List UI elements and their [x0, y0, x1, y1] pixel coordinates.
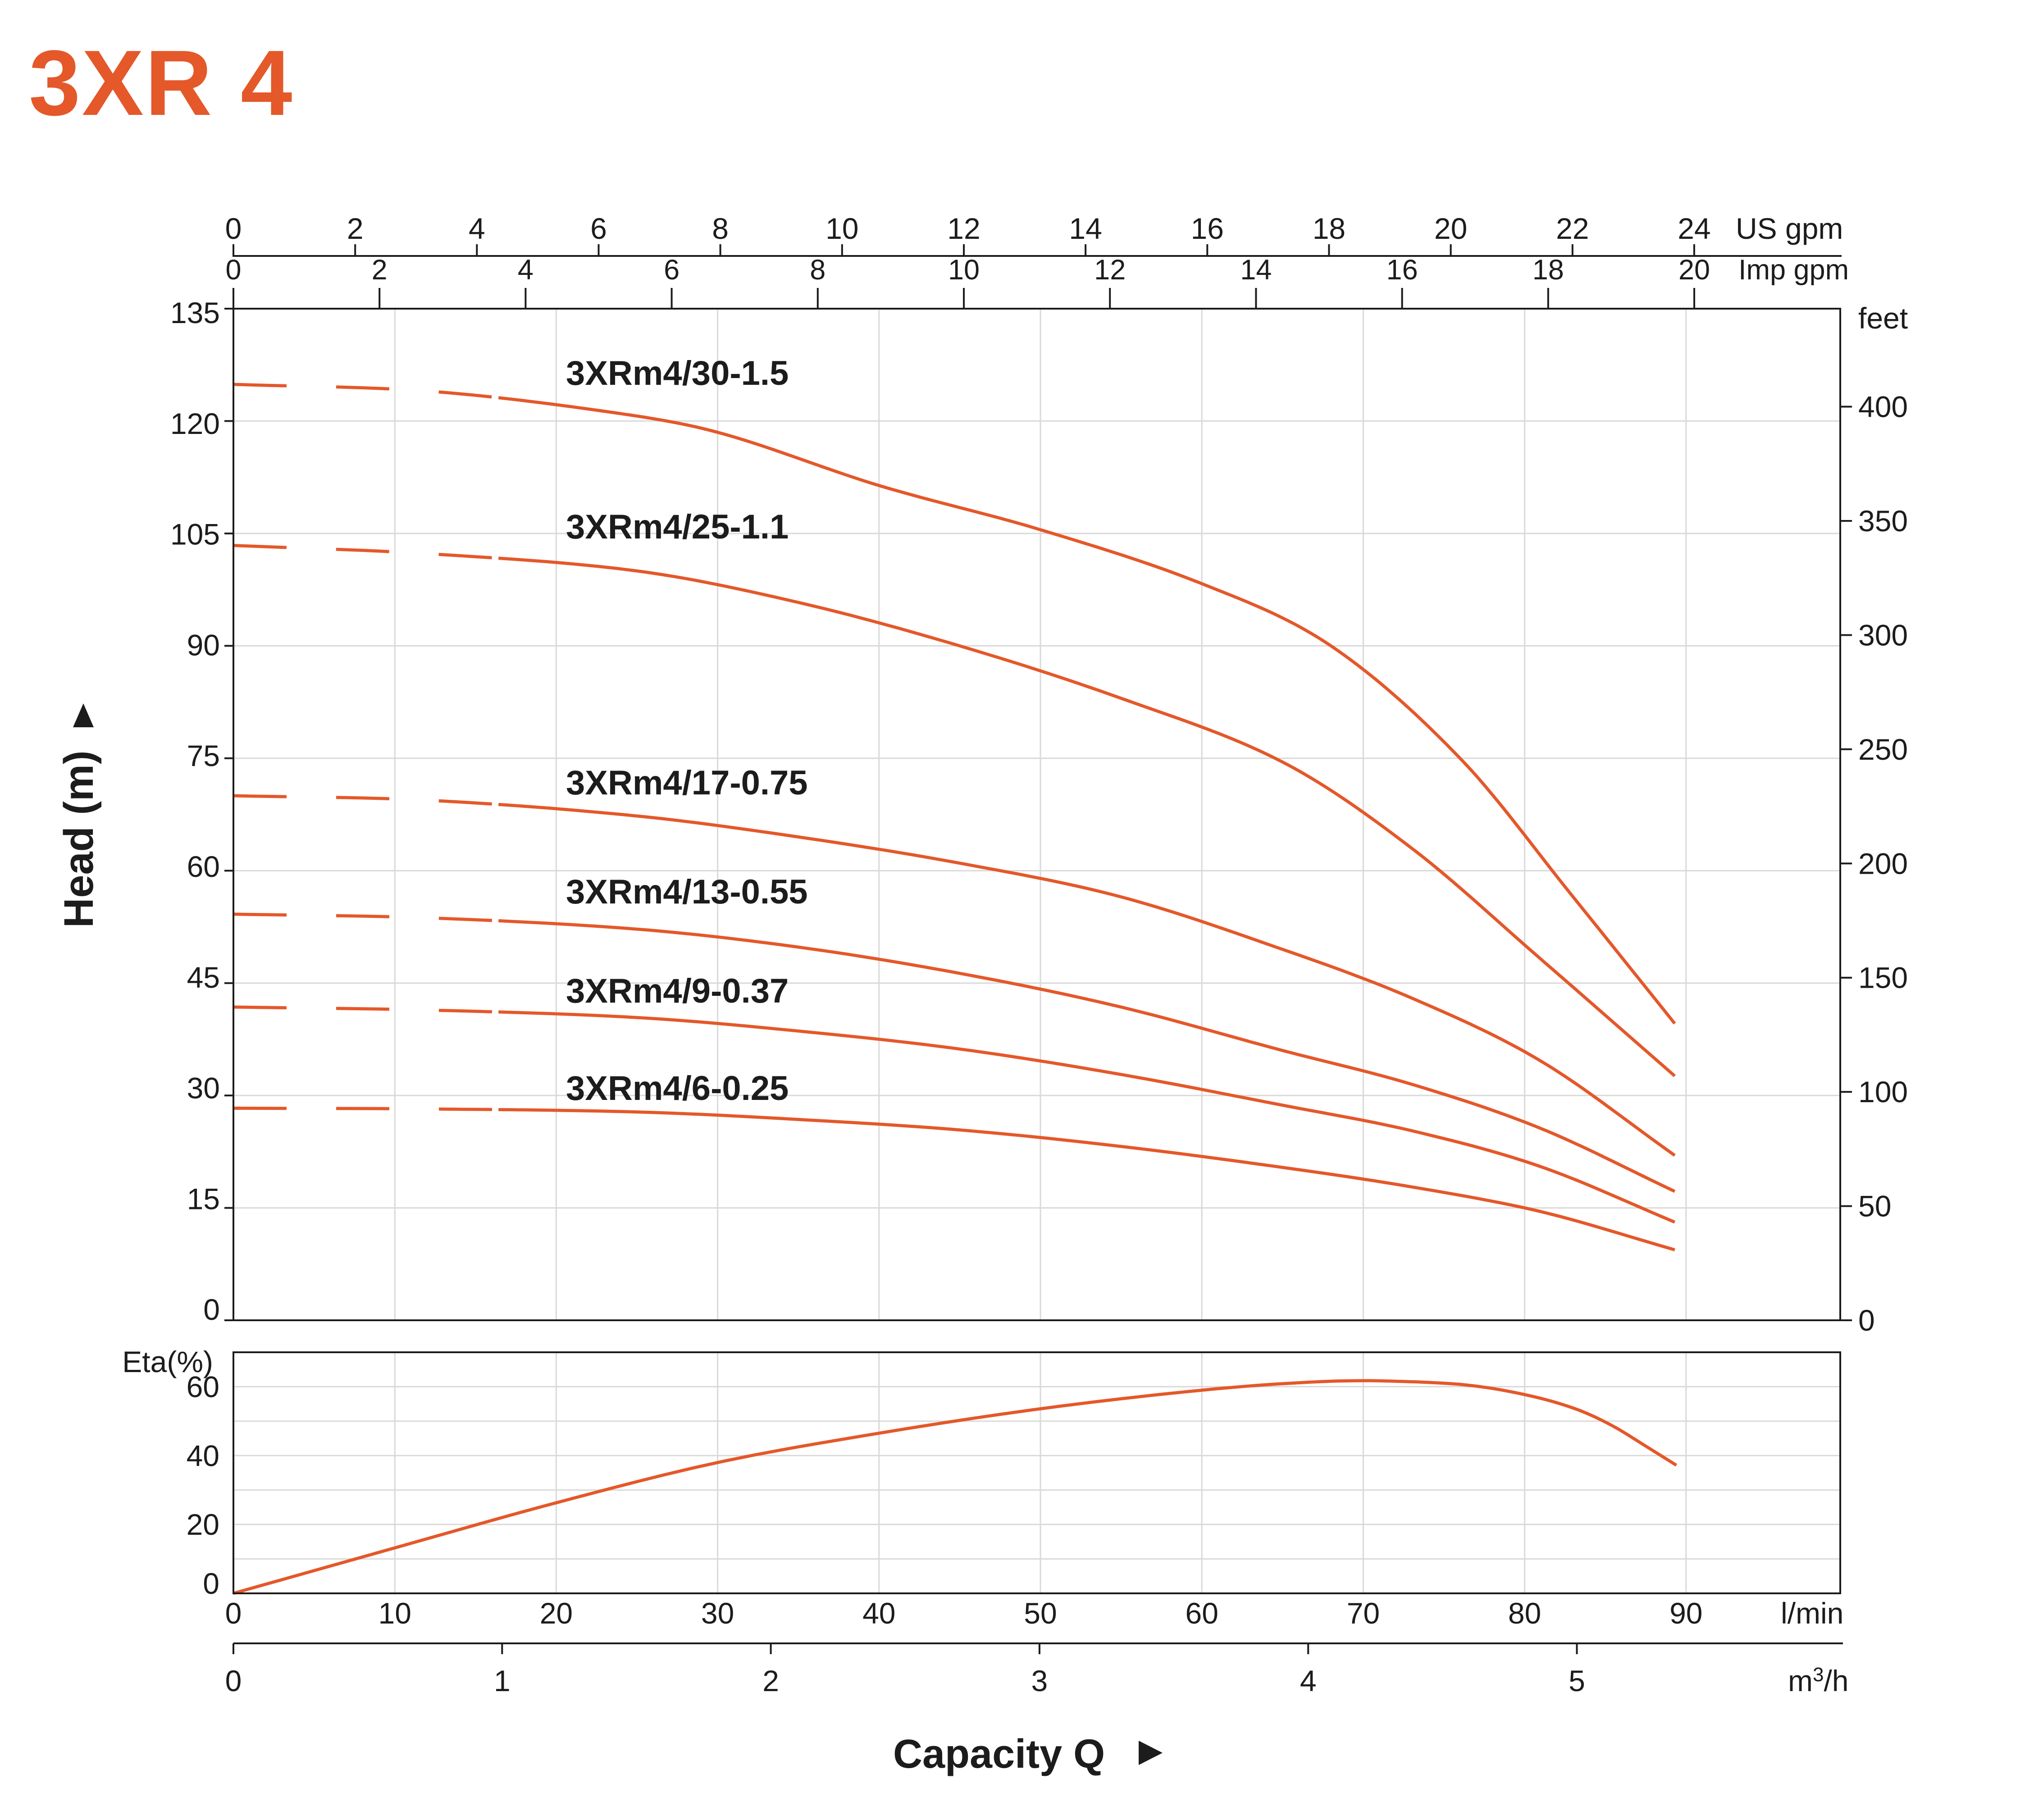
svg-text:10: 10 [948, 254, 980, 286]
svg-text:45: 45 [187, 961, 220, 994]
svg-text:3XRm4/30-1.5: 3XRm4/30-1.5 [566, 354, 789, 392]
svg-text:400: 400 [1858, 390, 1908, 424]
svg-text:120: 120 [170, 407, 220, 440]
svg-text:0: 0 [225, 212, 242, 245]
svg-text:40: 40 [187, 1439, 219, 1472]
svg-text:18: 18 [1313, 212, 1345, 245]
svg-text:4: 4 [469, 212, 485, 245]
svg-text:feet: feet [1858, 301, 1908, 335]
svg-text:3XRm4/17-0.75: 3XRm4/17-0.75 [566, 764, 808, 802]
svg-text:60: 60 [187, 1370, 219, 1403]
svg-text:14: 14 [1240, 254, 1272, 286]
svg-text:4: 4 [1300, 1664, 1317, 1697]
svg-text:50: 50 [1858, 1190, 1891, 1223]
svg-text:0: 0 [203, 1567, 219, 1600]
svg-text:0: 0 [225, 254, 241, 286]
svg-text:5: 5 [1569, 1664, 1585, 1697]
svg-text:2: 2 [347, 212, 364, 245]
svg-text:3: 3 [1031, 1664, 1048, 1697]
svg-text:10: 10 [378, 1596, 411, 1630]
svg-text:3XRm4/25-1.1: 3XRm4/25-1.1 [566, 508, 789, 546]
svg-text:2: 2 [372, 254, 388, 286]
svg-text:Imp gpm: Imp gpm [1738, 254, 1849, 286]
svg-text:300: 300 [1858, 618, 1908, 652]
svg-text:10: 10 [826, 212, 858, 245]
svg-text:20: 20 [1678, 254, 1710, 286]
svg-text:12: 12 [947, 212, 980, 245]
svg-text:30: 30 [187, 1072, 220, 1105]
svg-text:12: 12 [1094, 254, 1126, 286]
svg-text:0: 0 [203, 1293, 220, 1326]
svg-text:4: 4 [518, 254, 534, 286]
svg-text:105: 105 [170, 518, 220, 551]
svg-text:40: 40 [862, 1596, 895, 1630]
svg-text:75: 75 [187, 739, 220, 772]
svg-text:15: 15 [187, 1182, 220, 1215]
svg-text:3XRm4/9-0.37: 3XRm4/9-0.37 [566, 972, 789, 1010]
svg-text:150: 150 [1858, 961, 1908, 994]
svg-text:l/min: l/min [1781, 1596, 1843, 1630]
svg-text:24: 24 [1678, 212, 1710, 245]
svg-text:14: 14 [1069, 212, 1102, 245]
svg-text:6: 6 [590, 212, 607, 245]
svg-text:3XRm4/13-0.55: 3XRm4/13-0.55 [566, 873, 808, 911]
svg-text:20: 20 [1434, 212, 1467, 245]
svg-text:0: 0 [225, 1664, 242, 1697]
svg-text:1: 1 [494, 1664, 511, 1697]
svg-text:60: 60 [187, 850, 220, 883]
svg-text:Eta(%): Eta(%) [122, 1345, 213, 1378]
svg-text:3XRm4/6-0.25: 3XRm4/6-0.25 [566, 1069, 789, 1108]
svg-text:22: 22 [1556, 212, 1589, 245]
svg-text:100: 100 [1858, 1075, 1908, 1108]
svg-text:80: 80 [1508, 1596, 1541, 1630]
svg-text:16: 16 [1191, 212, 1224, 245]
svg-text:8: 8 [712, 212, 729, 245]
svg-text:50: 50 [1024, 1596, 1057, 1630]
svg-text:6: 6 [664, 254, 680, 286]
svg-text:20: 20 [187, 1508, 219, 1541]
svg-text:70: 70 [1347, 1596, 1380, 1630]
svg-text:60: 60 [1185, 1596, 1218, 1630]
svg-text:Capacity Q: Capacity Q [893, 1732, 1105, 1777]
svg-text:20: 20 [540, 1596, 573, 1630]
svg-text:3XR 4: 3XR 4 [29, 31, 294, 135]
svg-text:0: 0 [1858, 1304, 1875, 1337]
svg-text:350: 350 [1858, 504, 1908, 538]
svg-text:18: 18 [1532, 254, 1564, 286]
svg-text:200: 200 [1858, 847, 1908, 880]
svg-text:135: 135 [170, 296, 220, 329]
svg-text:250: 250 [1858, 733, 1908, 766]
svg-text:US gpm: US gpm [1736, 212, 1843, 245]
svg-text:0: 0 [225, 1596, 242, 1630]
svg-text:30: 30 [701, 1596, 734, 1630]
svg-text:90: 90 [187, 628, 220, 661]
svg-text:2: 2 [762, 1664, 779, 1697]
svg-text:8: 8 [810, 254, 826, 286]
svg-text:Head (m): Head (m) [56, 750, 102, 928]
svg-text:16: 16 [1386, 254, 1418, 286]
svg-text:90: 90 [1669, 1596, 1702, 1630]
